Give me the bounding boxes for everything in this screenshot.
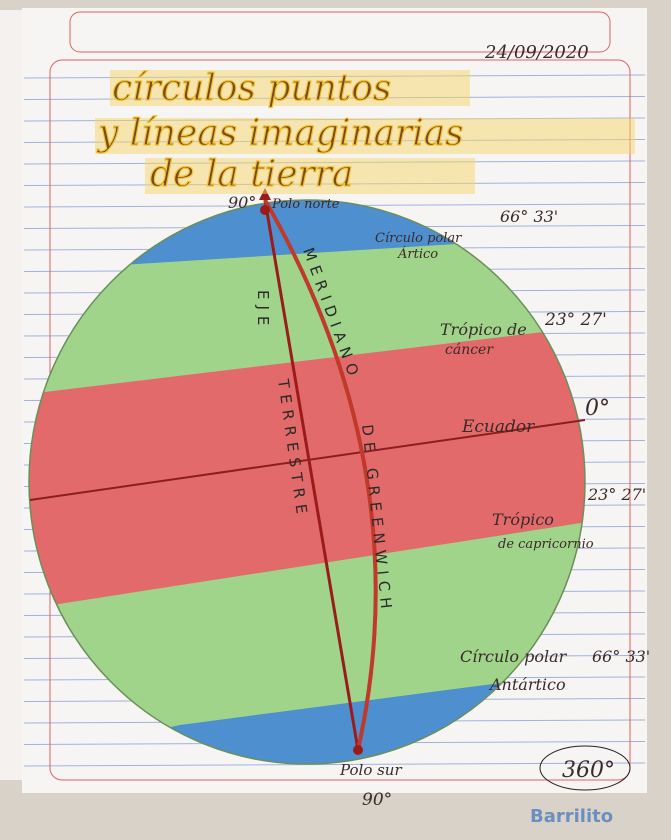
notebook-photo: 24/09/2020 círculos puntos y líneas imag… xyxy=(0,0,671,840)
brand: Barrilito xyxy=(530,806,613,827)
label: Círculo polar xyxy=(460,647,568,666)
label: Ecuador xyxy=(461,417,535,437)
label: Trópico de xyxy=(440,320,527,339)
north-pole-dot xyxy=(260,205,270,215)
south-pole-dot xyxy=(353,745,363,755)
label: 66° 33' xyxy=(592,647,650,666)
title-line: círculos puntos xyxy=(112,68,391,109)
label: Polo norte xyxy=(271,197,340,212)
label: 90° xyxy=(228,193,256,212)
label: de capricornio xyxy=(498,537,594,552)
label: 0° xyxy=(585,396,610,421)
label: 360° xyxy=(562,758,615,783)
axis-label: EJE xyxy=(254,290,272,331)
label: 23° 27' xyxy=(587,485,646,504)
label: Antártico xyxy=(488,675,566,694)
label: Polo sur xyxy=(339,761,402,779)
label: Trópico xyxy=(492,510,554,529)
label: Círculo polar xyxy=(375,231,462,246)
label: 66° 33' xyxy=(500,207,558,226)
label: 23° 27' xyxy=(544,310,607,330)
title-line: y líneas imaginarias xyxy=(96,113,464,154)
title-line: de la tierra xyxy=(150,154,353,195)
label: 90° xyxy=(362,790,392,810)
label: Ártico xyxy=(397,246,438,262)
label: cáncer xyxy=(445,342,494,358)
date: 24/09/2020 xyxy=(484,42,589,63)
